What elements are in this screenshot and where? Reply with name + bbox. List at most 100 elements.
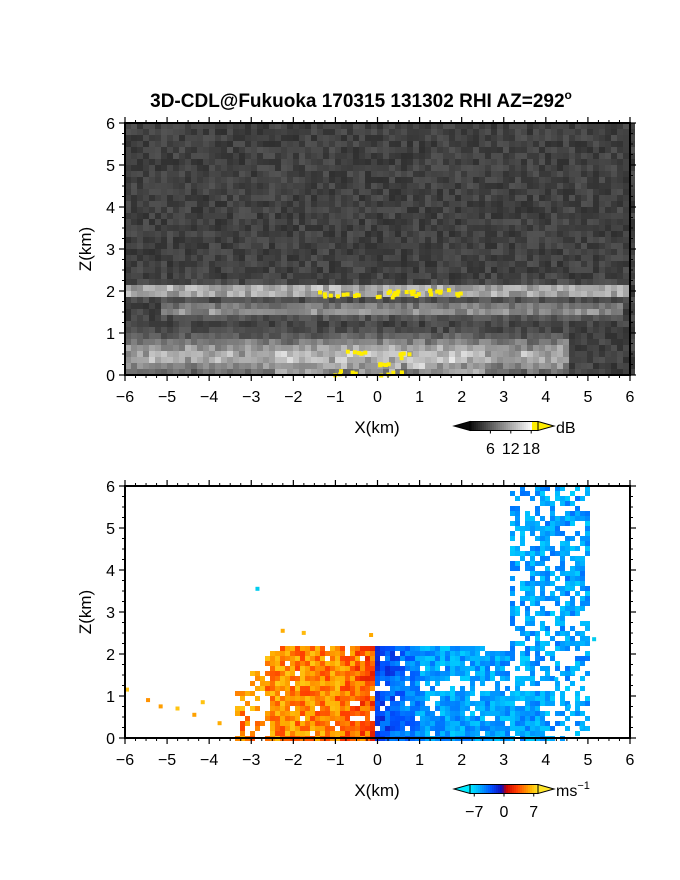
- backscatter-cell: [221, 219, 227, 225]
- backscatter-cell: [431, 219, 437, 225]
- backscatter-cell: [611, 351, 617, 357]
- backscatter-cell: [551, 351, 557, 357]
- backscatter-cell: [467, 327, 473, 333]
- velocity-cell: [525, 701, 530, 706]
- backscatter-cell: [389, 213, 395, 219]
- backscatter-cell: [563, 303, 569, 309]
- velocity-cell: [280, 676, 285, 681]
- backscatter-cell: [563, 189, 569, 195]
- velocity-cell: [500, 691, 505, 696]
- backscatter-cell: [209, 165, 215, 171]
- backscatter-cell: [539, 231, 545, 237]
- velocity-cell: [390, 656, 395, 661]
- backscatter-cell: [581, 321, 587, 327]
- backscatter-cell: [335, 309, 341, 315]
- backscatter-cell: [611, 129, 617, 135]
- backscatter-cell: [419, 201, 425, 207]
- backscatter-cell: [425, 345, 431, 351]
- velocity-cell: [300, 711, 305, 716]
- backscatter-cell: [539, 285, 545, 291]
- velocity-cell: [445, 696, 450, 701]
- backscatter-cell: [287, 231, 293, 237]
- backscatter-cell: [359, 261, 365, 267]
- backscatter-cell: [629, 129, 635, 135]
- velocity-cell: [390, 681, 395, 686]
- backscatter-cell: [293, 315, 299, 321]
- backscatter-cell: [251, 171, 257, 177]
- backscatter-cell: [215, 243, 221, 249]
- backscatter-cell: [551, 207, 557, 213]
- backscatter-cell: [353, 201, 359, 207]
- backscatter-cell: [497, 315, 503, 321]
- backscatter-cell: [581, 165, 587, 171]
- backscatter-cell: [173, 261, 179, 267]
- velocity-cell: [320, 661, 325, 666]
- velocity-cell: [275, 671, 280, 676]
- backscatter-cell: [287, 129, 293, 135]
- backscatter-cell: [311, 201, 317, 207]
- backscatter-cell: [503, 285, 509, 291]
- backscatter-cell: [629, 279, 635, 285]
- backscatter-cell: [587, 165, 593, 171]
- velocity-cell: [295, 651, 300, 656]
- backscatter-cell: [329, 153, 335, 159]
- velocity-cell: [500, 706, 505, 711]
- backscatter-cell: [155, 147, 161, 153]
- backscatter-cell: [497, 195, 503, 201]
- velocity-cell: [390, 701, 395, 706]
- backscatter-cell: [251, 357, 257, 363]
- backscatter-cell: [593, 261, 599, 267]
- velocity-cell: [575, 546, 580, 551]
- backscatter-cell: [185, 213, 191, 219]
- backscatter-cell: [485, 249, 491, 255]
- backscatter-cell: [593, 267, 599, 273]
- backscatter-cell: [461, 369, 467, 375]
- backscatter-cell: [587, 159, 593, 165]
- velocity-cell: [565, 606, 570, 611]
- backscatter-cell: [341, 309, 347, 315]
- velocity-cell: [545, 541, 550, 546]
- velocity-cell: [375, 696, 380, 701]
- velocity-cell: [450, 661, 455, 666]
- backscatter-cell: [425, 231, 431, 237]
- backscatter-cell: [143, 219, 149, 225]
- backscatter-cell: [221, 309, 227, 315]
- velocity-cell: [425, 651, 430, 656]
- backscatter-cell: [617, 129, 623, 135]
- velocity-cell: [360, 681, 365, 686]
- backscatter-cell: [227, 219, 233, 225]
- backscatter-cell: [191, 147, 197, 153]
- velocity-cell: [425, 661, 430, 666]
- backscatter-cell: [509, 195, 515, 201]
- backscatter-cell: [347, 177, 353, 183]
- backscatter-cell: [125, 201, 131, 207]
- backscatter-cell: [179, 309, 185, 315]
- backscatter-colorbar-swatch: [516, 421, 519, 431]
- backscatter-cell: [587, 285, 593, 291]
- backscatter-cell: [311, 123, 317, 129]
- backscatter-cell: [167, 183, 173, 189]
- backscatter-cell: [335, 333, 341, 339]
- backscatter-cell: [341, 243, 347, 249]
- backscatter-cell: [437, 369, 443, 375]
- backscatter-cell: [383, 201, 389, 207]
- backscatter-cell: [221, 303, 227, 309]
- backscatter-cell: [533, 363, 539, 369]
- backscatter-cell: [593, 327, 599, 333]
- backscatter-cell: [359, 219, 365, 225]
- backscatter-cell: [209, 213, 215, 219]
- backscatter-cell: [299, 141, 305, 147]
- backscatter-cell: [419, 249, 425, 255]
- velocity-cell: [300, 706, 305, 711]
- velocity-cell: [360, 696, 365, 701]
- backscatter-cell: [407, 213, 413, 219]
- velocity-cell: [440, 691, 445, 696]
- backscatter-cell: [173, 327, 179, 333]
- backscatter-cell: [209, 123, 215, 129]
- backscatter-cell: [491, 249, 497, 255]
- velocity-cell: [560, 546, 565, 551]
- backscatter-cell: [455, 177, 461, 183]
- velocity-cell: [555, 521, 560, 526]
- backscatter-cell: [269, 243, 275, 249]
- backscatter-cell: [245, 333, 251, 339]
